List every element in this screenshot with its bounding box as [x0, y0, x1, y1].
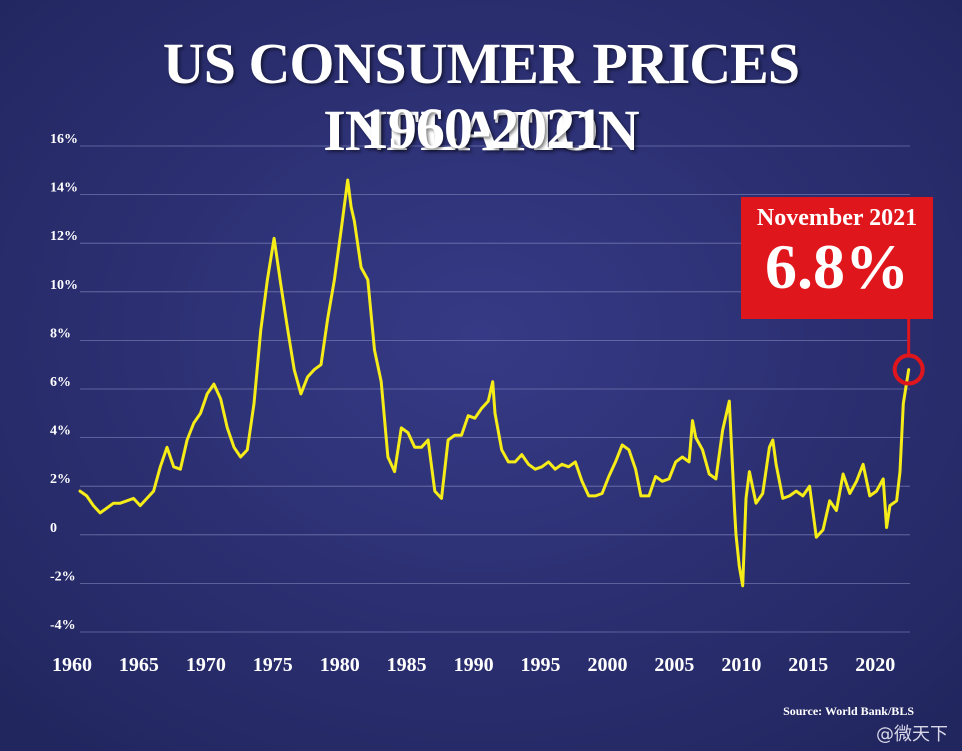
y-tick-label: 12% [50, 229, 78, 244]
x-tick-label: 1960 [52, 654, 92, 676]
grid-lines [80, 145, 910, 633]
callout-date: November 2021 [756, 205, 918, 231]
source-note: Source: World Bank/BLS [783, 704, 914, 718]
x-tick-label: 1975 [253, 654, 293, 676]
x-tick-label: 2015 [788, 654, 828, 676]
callout-box: November 2021 6.8% [741, 197, 933, 319]
y-tick-label: -4% [50, 618, 76, 633]
x-tick-label: 2005 [654, 654, 694, 676]
x-tick-label: 1980 [320, 654, 360, 676]
axis-ticks: -4% -2% 0 2% 4% 6% 8% 10% 12% 14% 16% 1960 1965 1970 1… [50, 132, 895, 676]
y-tick-label: 8% [50, 326, 71, 341]
y-tick-label: 0 [50, 521, 57, 536]
y-tick-label: -2% [50, 569, 76, 584]
x-tick-label: 1985 [387, 654, 427, 676]
y-tick-label: 14% [50, 181, 78, 196]
series-line-inflation [78, 178, 911, 588]
x-tick-label: 2010 [721, 654, 761, 676]
x-tick-label: 1965 [119, 654, 159, 676]
x-tick-label: 1990 [454, 654, 494, 676]
callout-marker-ring [892, 353, 925, 386]
y-tick-label: 16% [50, 132, 78, 147]
y-tick-label: 6% [50, 375, 71, 390]
callout-value: 6.8% [765, 231, 909, 302]
watermark: @微天下 [876, 724, 948, 745]
y-tick-label: 10% [50, 278, 78, 293]
x-tick-label: 1995 [521, 654, 561, 676]
y-tick-label: 2% [50, 472, 71, 487]
chart-subtitle: 1960-2021 [359, 96, 603, 161]
chart-title: US CONSUMER PRICES INFLATION [162, 31, 800, 163]
y-tick-label: 4% [50, 424, 71, 439]
x-tick-label: 1970 [186, 654, 226, 676]
x-tick-label: 2020 [855, 654, 895, 676]
x-tick-label: 2000 [587, 654, 627, 676]
